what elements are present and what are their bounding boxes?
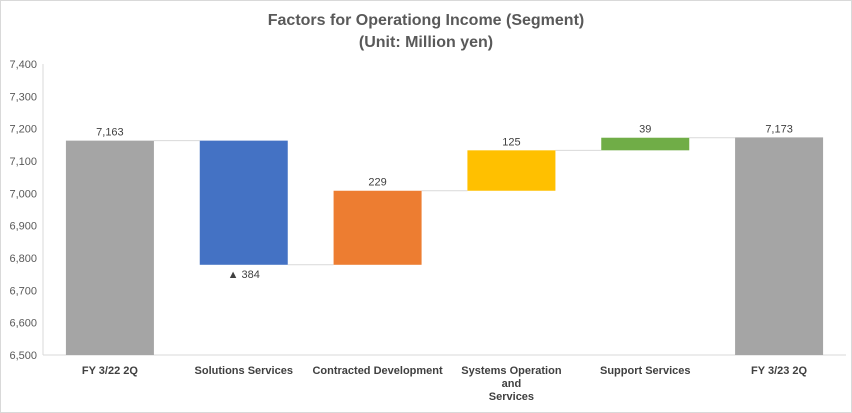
y-tick-label: 6,800 [9,253,37,265]
data-label: 125 [502,136,520,148]
y-tick-label: 6,600 [9,318,37,330]
x-category-label: Systems Operation [461,365,562,377]
data-label: 7,173 [765,123,793,135]
x-category-label: Support Services [600,365,690,377]
data-label: 7,163 [96,127,124,139]
bar-3 [467,150,556,191]
chart-subtitle: (Unit: Million yen) [359,34,493,51]
y-tick-label: 6,900 [9,221,37,233]
x-category-label: and [502,378,522,390]
y-tick-label: 6,700 [9,285,37,297]
bars-group [65,137,824,355]
y-tick-label: 7,200 [9,124,37,136]
bar-1 [199,140,288,265]
x-category-label: Services [489,391,534,403]
bar-0 [65,140,154,355]
data-label: ▲ 384 [228,269,260,281]
category-labels: FY 3/22 2Q Solutions Services Contracted D… [82,365,808,403]
y-tick-label: 6,500 [9,350,37,362]
data-labels: 7,163 ▲ 384 229 125 39 7,173 [96,123,793,280]
x-category-label: Solutions Services [195,365,293,377]
bar-2 [333,190,422,265]
x-category-label: FY 3/22 2Q [82,365,138,377]
connector-lines [153,137,736,266]
chart-title: Factors for Operationg Income (Segment) [268,12,584,29]
y-axis-ticks: 6,500 6,600 6,700 6,800 6,900 7,000 7,100 7,200… [9,59,37,362]
data-label: 39 [639,124,651,136]
y-tick-label: 7,000 [9,188,37,200]
x-category-label: FY 3/23 2Q [751,365,807,377]
bar-4 [601,137,690,151]
y-tick-label: 7,400 [9,59,37,71]
bar-5 [735,137,824,355]
y-tick-label: 7,100 [9,156,37,168]
y-tick-label: 7,300 [9,91,37,103]
x-category-label: Contracted Development [312,365,443,377]
data-label: 229 [368,177,386,189]
